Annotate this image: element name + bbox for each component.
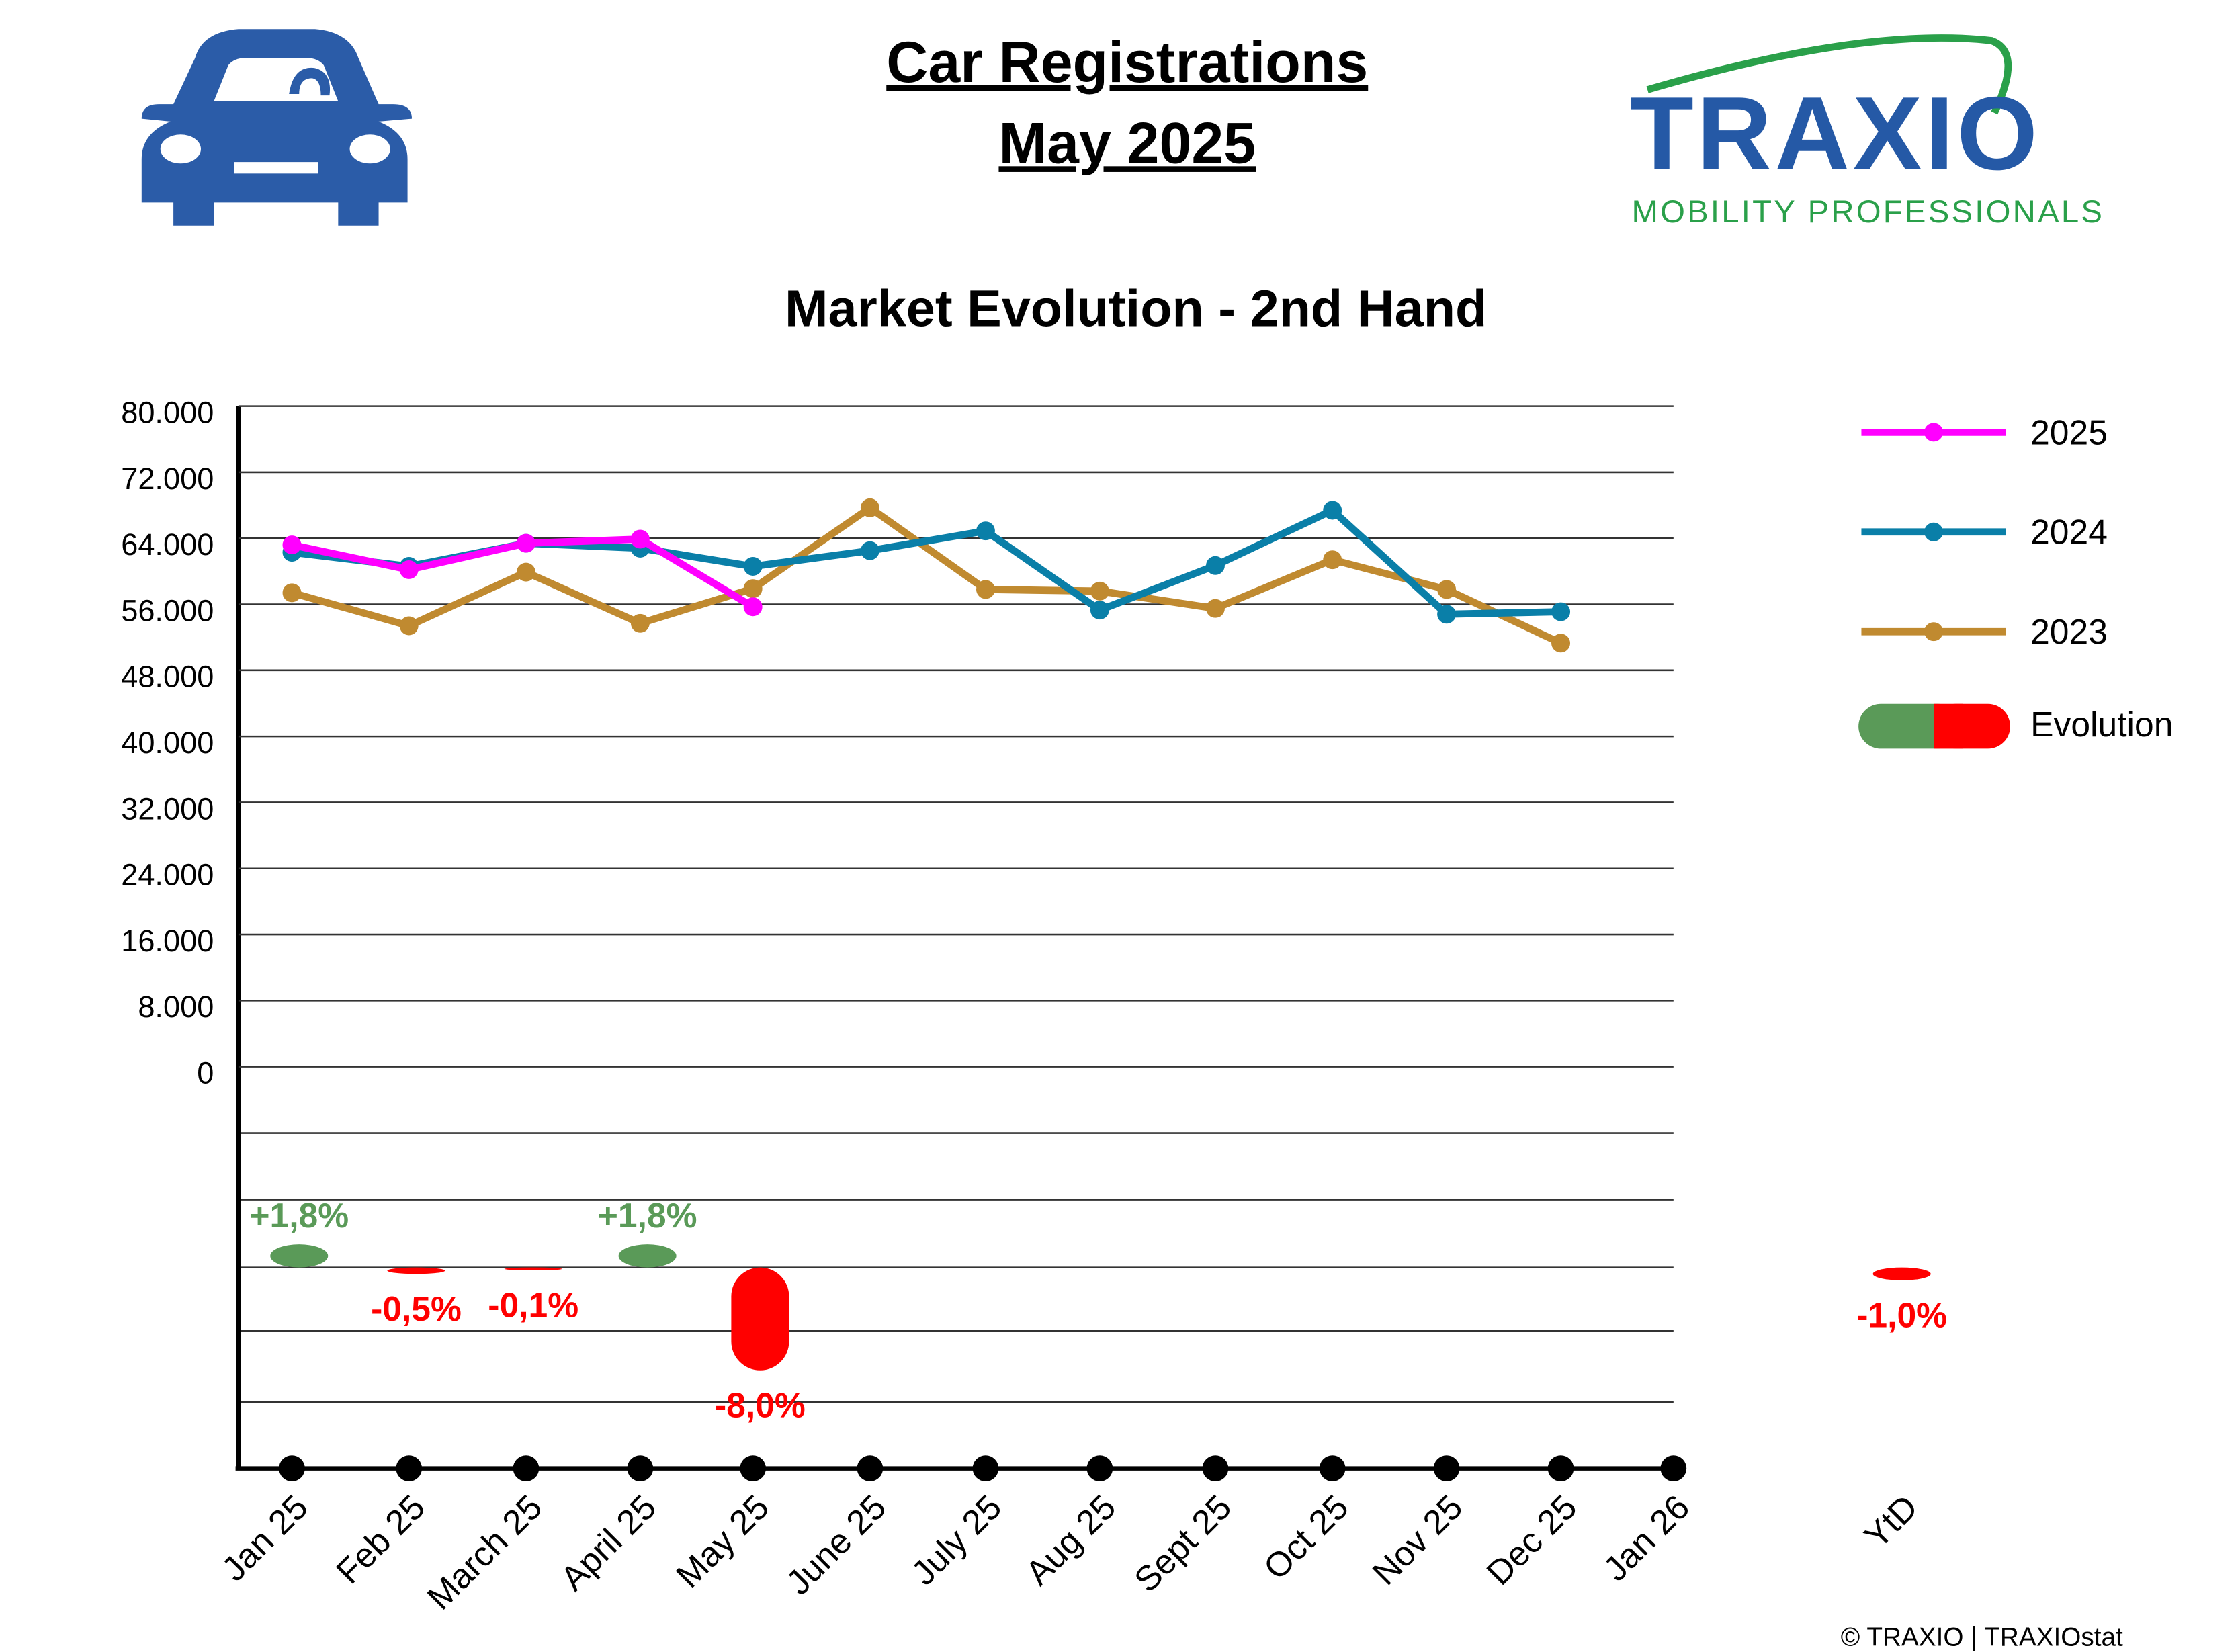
evolution-label: -0,5% xyxy=(371,1289,462,1328)
series-point xyxy=(1437,580,1457,599)
series-point xyxy=(860,541,879,560)
series-point xyxy=(976,580,995,599)
x-tick-label: Dec 25 xyxy=(1479,1487,1584,1593)
lower-grid xyxy=(238,1132,1674,1403)
y-tick-label: 56.000 xyxy=(121,593,214,627)
y-tick-label: 24.000 xyxy=(121,858,214,892)
x-tick-dot xyxy=(1547,1455,1574,1481)
page-title: Car Registrations xyxy=(886,30,1368,95)
legend-label: 2023 xyxy=(2030,612,2108,651)
series-point xyxy=(743,597,763,617)
x-tick-label: Aug 25 xyxy=(1018,1487,1123,1593)
x-tick-label: March 25 xyxy=(419,1487,549,1617)
series-point xyxy=(1090,601,1109,620)
x-tick-dot xyxy=(1660,1455,1687,1481)
y-tick-label: 64.000 xyxy=(121,527,214,562)
x-tick-label: June 25 xyxy=(779,1487,894,1602)
x-tick-dot xyxy=(396,1455,423,1481)
series-point xyxy=(743,579,763,599)
x-tick-label: Nov 25 xyxy=(1365,1487,1470,1593)
y-tick-label: 80.000 xyxy=(121,395,214,429)
legend-dot xyxy=(1924,423,1943,442)
evolution-bar xyxy=(270,1244,329,1268)
series-point xyxy=(282,583,302,603)
x-tick-label: April 25 xyxy=(553,1487,664,1598)
x-tick-label: July 25 xyxy=(904,1487,1009,1593)
evolution-bar xyxy=(1872,1267,1931,1280)
x-tick-label: YtD xyxy=(1856,1487,1925,1556)
x-tick-dot xyxy=(740,1455,767,1481)
x-tick-dot xyxy=(1086,1455,1113,1481)
x-tick-dot xyxy=(857,1455,884,1481)
series-point xyxy=(282,535,302,555)
series-point xyxy=(976,521,995,541)
evolution-label: -0,1% xyxy=(488,1285,578,1324)
legend-dot xyxy=(1924,522,1943,541)
footer: © TRAXIO | TRAXIOstat xyxy=(1841,1623,2123,1652)
x-tick-label: Jan 25 xyxy=(214,1487,316,1589)
x-tick-dot xyxy=(513,1455,540,1481)
x-tick-label: Jan 26 xyxy=(1596,1487,1697,1589)
legend-label: 2025 xyxy=(2030,412,2108,451)
logo-swoosh xyxy=(1646,34,2012,115)
x-tick-dot xyxy=(1319,1455,1346,1481)
series-point xyxy=(1205,599,1225,618)
x-tick-dot xyxy=(279,1455,305,1481)
legend-label: Evolution xyxy=(2030,705,2173,744)
x-tick-dot xyxy=(1433,1455,1460,1481)
y-tick-label: 32.000 xyxy=(121,791,214,826)
x-tick-dot xyxy=(627,1455,654,1481)
logo-text: TRAXIO xyxy=(1630,75,2040,191)
legend-dot xyxy=(1924,622,1943,642)
x-tick-dot xyxy=(972,1455,999,1481)
car-icon xyxy=(141,29,413,226)
legend-label: 2024 xyxy=(2030,513,2108,552)
series-line xyxy=(291,504,1563,647)
y-tick-label: 8.000 xyxy=(138,990,214,1024)
series-point xyxy=(516,533,535,553)
series-point xyxy=(1551,634,1571,653)
series-point xyxy=(1323,550,1342,570)
evolution-label: -8,0% xyxy=(715,1385,806,1424)
series-point xyxy=(1090,581,1109,601)
series-point xyxy=(1551,602,1571,621)
series-point xyxy=(743,557,763,576)
evolution-bar xyxy=(387,1267,445,1274)
series-point xyxy=(399,560,419,579)
evolution-label: +1,8% xyxy=(598,1196,697,1235)
y-tick-label: 48.000 xyxy=(121,660,214,694)
y-tick-label: 72.000 xyxy=(121,462,214,496)
series-point xyxy=(399,616,419,636)
x-tick-dot xyxy=(1202,1455,1229,1481)
page-subtitle: May 2025 xyxy=(998,111,1256,175)
y-tick-label: 40.000 xyxy=(121,726,214,760)
y-tick-label: 16.000 xyxy=(121,924,214,958)
chart-title: Market Evolution - 2nd Hand xyxy=(785,279,1487,337)
series-point xyxy=(516,562,535,582)
series-point xyxy=(1323,501,1342,520)
evolution-bar xyxy=(731,1267,789,1371)
evolution-label: -1,0% xyxy=(1856,1295,1947,1334)
series-point xyxy=(630,613,650,633)
evolution-label: +1,8% xyxy=(249,1196,349,1235)
series-point xyxy=(1437,605,1457,624)
y-tick-label: 0 xyxy=(197,1055,214,1090)
legend-evo-neg-sq xyxy=(1933,703,1963,749)
logo-tagline: MOBILITY PROFESSIONALS xyxy=(1631,194,2104,230)
x-tick-label: Sept 25 xyxy=(1127,1487,1239,1600)
series-point xyxy=(630,529,650,549)
x-tick-label: May 25 xyxy=(669,1487,777,1596)
series-point xyxy=(1205,556,1225,575)
x-tick-label: Oct 25 xyxy=(1256,1487,1356,1588)
series-line xyxy=(291,507,1561,618)
x-tick-label: Feb 25 xyxy=(329,1487,433,1592)
evolution-bar xyxy=(504,1267,562,1270)
series-point xyxy=(860,498,879,517)
evolution-bar xyxy=(618,1244,677,1268)
